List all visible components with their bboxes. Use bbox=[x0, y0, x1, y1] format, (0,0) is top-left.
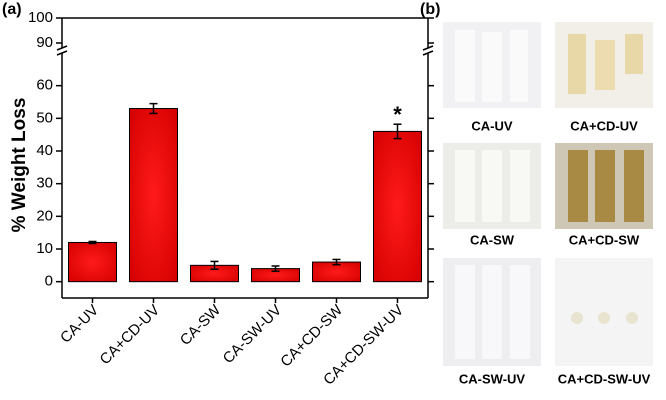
x-tick-label: CA-UV bbox=[57, 302, 102, 347]
bar bbox=[373, 130, 422, 283]
photo-caption: CA+CD-SW-UV bbox=[558, 371, 651, 386]
axis-break bbox=[56, 45, 68, 51]
y-tick-label: 90 bbox=[36, 34, 53, 51]
x-tick-label: CA-SW-UV bbox=[220, 302, 285, 367]
y-tick-label: 40 bbox=[36, 142, 53, 159]
y-tick-label: 0 bbox=[45, 273, 53, 290]
axis-break bbox=[422, 50, 434, 56]
photo-strip bbox=[568, 34, 586, 94]
panel-label: (a) bbox=[2, 1, 22, 18]
photo-caption: CA-SW-UV bbox=[459, 371, 526, 386]
bar bbox=[129, 108, 178, 283]
y-tick-label: 100 bbox=[28, 9, 53, 26]
photo-strip bbox=[510, 150, 530, 222]
photo-strip bbox=[482, 150, 502, 222]
photo-strip bbox=[455, 30, 475, 102]
bar bbox=[68, 241, 117, 283]
photo-caption: CA+CD-UV bbox=[570, 118, 638, 133]
photo-strip bbox=[455, 150, 475, 222]
y-tick-label: 10 bbox=[36, 240, 53, 257]
error-bar bbox=[271, 265, 280, 272]
photo-caption: CA-UV bbox=[471, 118, 512, 133]
annotation: * bbox=[393, 102, 402, 127]
photo-strip bbox=[510, 30, 528, 102]
error-bar bbox=[149, 102, 158, 115]
photo-caption: CA+CD-SW bbox=[569, 232, 640, 247]
y-tick-label: 60 bbox=[36, 77, 53, 94]
photo-strip bbox=[455, 265, 475, 359]
photo-caption: CA-SW bbox=[470, 232, 515, 247]
y-axis-label: % Weight Loss bbox=[9, 98, 30, 233]
photo-panel bbox=[443, 22, 653, 366]
photo-strip bbox=[595, 150, 615, 222]
photo-strip bbox=[568, 150, 588, 222]
photo-residue bbox=[626, 312, 638, 324]
photo-strip bbox=[510, 265, 530, 359]
panel-label: (b) bbox=[420, 1, 440, 18]
axis-break bbox=[422, 45, 434, 51]
y-tick-label: 50 bbox=[36, 109, 53, 126]
x-tick-label: CA-SW bbox=[177, 301, 225, 349]
photo-strip bbox=[625, 34, 643, 74]
photo-residue bbox=[598, 312, 610, 324]
photo-strip bbox=[482, 265, 502, 359]
error-bar bbox=[88, 240, 97, 245]
x-tick-label: CA+CD-UV bbox=[97, 302, 164, 369]
error-bar bbox=[210, 260, 219, 271]
photo-strip bbox=[482, 32, 502, 102]
y-tick-label: 30 bbox=[36, 175, 53, 192]
error-bar bbox=[332, 258, 341, 266]
error-bar bbox=[393, 123, 402, 140]
photo-residue bbox=[571, 312, 583, 324]
axis-break bbox=[56, 50, 68, 56]
photo-strip bbox=[595, 40, 615, 90]
photo-strip bbox=[624, 150, 644, 222]
y-tick-label: 20 bbox=[36, 207, 53, 224]
